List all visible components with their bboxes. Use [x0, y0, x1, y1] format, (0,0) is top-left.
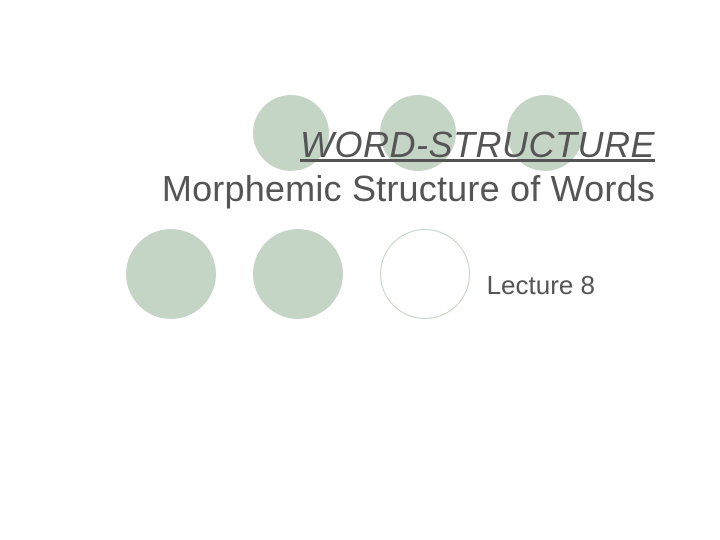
decorative-circle-5	[380, 229, 470, 319]
decorative-circle-4	[253, 229, 343, 319]
decorative-circle-3	[126, 229, 216, 319]
title-block: WORD-STRUCTURE Morphemic Structure of Wo…	[162, 124, 655, 210]
title-line-2: Morphemic Structure of Words	[162, 168, 655, 210]
title-line-1: WORD-STRUCTURE	[162, 124, 655, 166]
subtitle: Lecture 8	[487, 270, 595, 301]
